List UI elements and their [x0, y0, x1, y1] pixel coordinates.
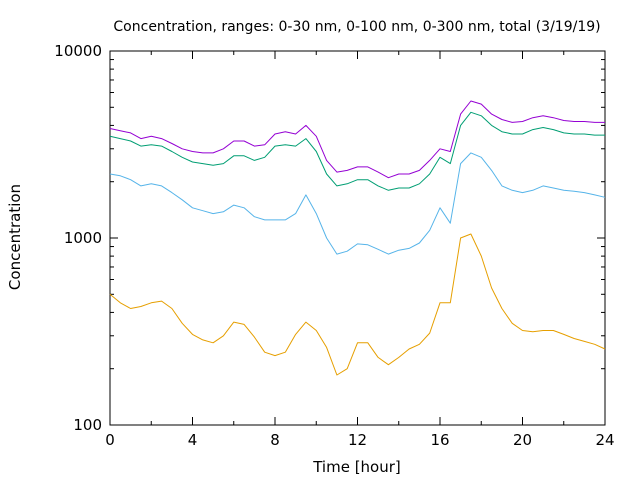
series-line-3 — [109, 152, 606, 255]
chart-title: Concentration, ranges: 0-30 nm, 0-100 nm… — [113, 19, 600, 35]
series-group — [109, 100, 606, 376]
series-line-2 — [109, 111, 605, 191]
x-tick-label: 8 — [270, 431, 280, 449]
x-tick-label: 16 — [430, 431, 449, 449]
y-axis-label: Concentration — [6, 184, 24, 290]
x-axis-label: Time [hour] — [312, 458, 401, 476]
y-tick-label: 10000 — [54, 42, 102, 60]
x-tick-label: 20 — [513, 431, 532, 449]
series-line-1 — [109, 100, 605, 179]
x-tick-label: 24 — [595, 431, 614, 449]
x-tick-label: 4 — [188, 431, 198, 449]
y-tick-label: 100 — [73, 416, 102, 434]
y-tick-label: 1000 — [64, 229, 102, 247]
x-tick-label: 12 — [348, 431, 367, 449]
series-line-4 — [109, 233, 606, 376]
axis-ticks — [109, 50, 606, 426]
plot-frame — [109, 50, 606, 426]
tick-labels: 0 4 8 12 16 20 24 100 1000 10000 — [54, 42, 614, 449]
x-tick-label: 0 — [105, 431, 115, 449]
